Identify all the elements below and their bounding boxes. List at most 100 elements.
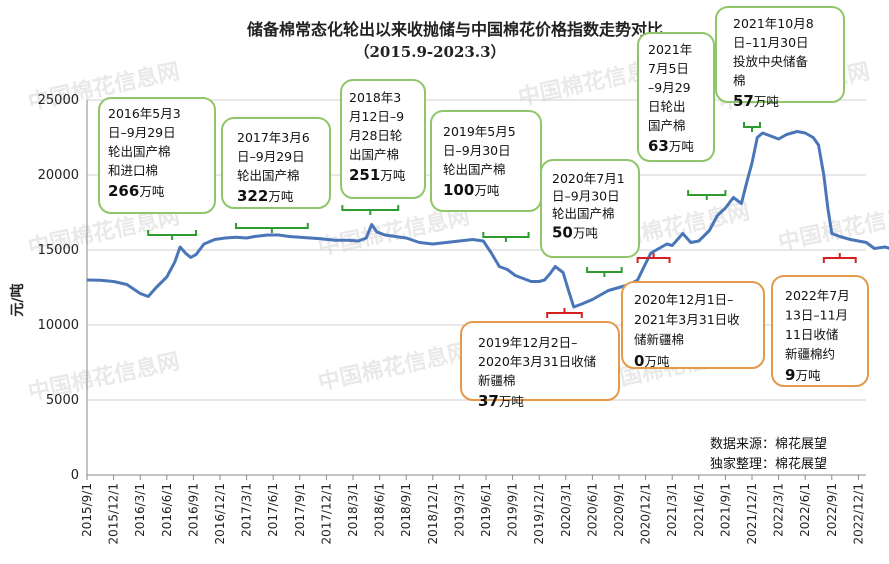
callout-box — [221, 117, 331, 209]
bracket-mark — [341, 205, 400, 215]
callout-amount: 251万吨 — [349, 166, 406, 184]
callout-amount-value: 251 — [349, 166, 380, 184]
x-tick-label: 2017/6/1 — [266, 483, 280, 537]
callout-line: 2019年5月5 — [443, 124, 516, 139]
x-tick-label: 2018/9/1 — [399, 483, 413, 537]
callout-amount-value: 0 — [634, 352, 644, 370]
chart-subtitle: （2015.9-2023.3） — [354, 43, 505, 61]
x-tick-label: 2021/3/1 — [665, 483, 679, 537]
callout-box — [430, 110, 542, 212]
callout-line: 储新疆棉 — [634, 332, 684, 347]
callout-line: 出国产棉 — [349, 147, 399, 162]
x-tick-label: 2017/12/1 — [319, 483, 333, 545]
callout-line: 国产棉 — [648, 118, 686, 133]
callout-line: 2021年3月31日收 — [634, 312, 740, 327]
callout-line: 2020年3月31日收储 — [478, 354, 596, 369]
y-tick-label: 25000 — [38, 93, 79, 108]
callout-amount-value: 50 — [552, 224, 573, 242]
callout-amount-value: 57 — [733, 92, 754, 110]
callout-amount: 57万吨 — [733, 92, 779, 110]
x-tick-label: 2020/12/1 — [639, 483, 653, 545]
chart-title: 储备棉常态化轮出以来收抛储与中国棉花价格指数走势对比 — [246, 20, 663, 39]
callout-box — [460, 321, 620, 401]
bracket-mark — [546, 308, 583, 318]
callout-line: 2022年7月 — [785, 288, 850, 303]
source-line: 数据来源：棉花展望 — [710, 436, 827, 452]
callout-line: 棉 — [733, 73, 746, 88]
callout-line: 2021年 — [648, 42, 692, 57]
callout-amount-value: 63 — [648, 137, 669, 155]
watermark-logo: 中国棉花信息网 — [316, 203, 472, 260]
x-tick-label: 2022/3/1 — [772, 483, 786, 537]
watermark-logo: 中国棉花信息网 — [316, 338, 472, 395]
x-tick-label: 2017/3/1 — [240, 483, 254, 537]
callout-line: 日轮出 — [648, 99, 686, 114]
callout-amount-value: 100 — [443, 181, 474, 199]
callout-amount-unit: 万吨 — [754, 94, 780, 109]
bracket-layer — [147, 122, 857, 318]
callout-line: 2016年5月3 — [108, 106, 181, 121]
callout-amount: 0万吨 — [634, 352, 670, 370]
callout-line: 7月5日 — [648, 61, 689, 76]
callout-line: 日–9月29日 — [108, 125, 176, 140]
callout-line: 2021年10月8 — [733, 16, 814, 31]
x-tick-label: 2020/3/1 — [559, 483, 573, 537]
callout-box — [340, 79, 426, 199]
x-tick-label: 2019/6/1 — [479, 483, 493, 537]
callout-line: 2020年12月1日– — [634, 292, 733, 307]
x-tick-label: 2021/6/1 — [692, 483, 706, 537]
callout-line: 2020年7月1 — [552, 171, 625, 186]
y-axis-label: 元/吨 — [9, 283, 26, 316]
x-tick-label: 2020/9/1 — [612, 483, 626, 537]
callout-line: 轮出国产棉 — [108, 144, 171, 159]
x-tick-label: 2015/12/1 — [107, 483, 121, 545]
callout-amount: 322万吨 — [237, 187, 294, 205]
callout-line: 13日–11月 — [785, 308, 848, 323]
callout-line: 日–9月30日 — [443, 143, 511, 158]
callout-amount-unit: 万吨 — [380, 168, 406, 183]
callout-amount: 266万吨 — [108, 182, 165, 200]
x-tick-label: 2016/9/1 — [186, 483, 200, 537]
bracket-mark — [586, 267, 623, 277]
callout-amount-unit: 万吨 — [795, 368, 821, 383]
callout-box — [621, 281, 765, 369]
callout-amount: 63万吨 — [648, 137, 694, 155]
callout-box — [540, 159, 640, 258]
x-tick-label: 2018/3/1 — [346, 483, 360, 537]
x-tick-label: 2015/9/1 — [80, 483, 94, 537]
callout-line: 11日收储 — [785, 327, 838, 342]
callout-line: 2018年3 — [349, 90, 401, 105]
y-tick-label: 10000 — [38, 318, 79, 333]
callout-amount-value: 9 — [785, 366, 795, 384]
callout-amount: 9万吨 — [785, 366, 821, 384]
y-tick-label: 0 — [71, 468, 79, 483]
callout-line: 日–9月30日 — [552, 189, 620, 204]
x-tick-label: 2020/6/1 — [585, 483, 599, 537]
callout-line: 轮出国产棉 — [237, 168, 300, 183]
x-tick-label: 2019/3/1 — [452, 483, 466, 537]
x-tick-label: 2022/9/1 — [825, 483, 839, 537]
x-tick-label: 2016/3/1 — [133, 483, 147, 537]
annotation-layer: 2016年5月3日–9月29日轮出国产棉和进口棉266万吨2017年3月6日–9… — [98, 6, 869, 410]
callout-line: 月28日轮 — [349, 128, 402, 143]
callout-line: 轮出国产棉 — [552, 206, 615, 221]
callout-amount-unit: 万吨 — [474, 183, 500, 198]
callout-line: 月12日–9 — [349, 109, 404, 124]
x-tick-label: 2018/6/1 — [373, 483, 387, 537]
callout-amount-unit: 万吨 — [669, 139, 695, 154]
bracket-mark — [234, 223, 309, 233]
callout-box — [637, 32, 715, 162]
callout-box — [771, 275, 869, 387]
x-tick-label: 2021/9/1 — [718, 483, 732, 537]
callout-line: 日–11月30日 — [733, 35, 809, 50]
price-index-line — [86, 130, 889, 309]
callout-amount: 37万吨 — [478, 392, 524, 410]
y-tick-label: 20000 — [38, 168, 79, 183]
y-axis-ticks: 0 5000 10000 15000 20000 25000 — [38, 93, 79, 483]
